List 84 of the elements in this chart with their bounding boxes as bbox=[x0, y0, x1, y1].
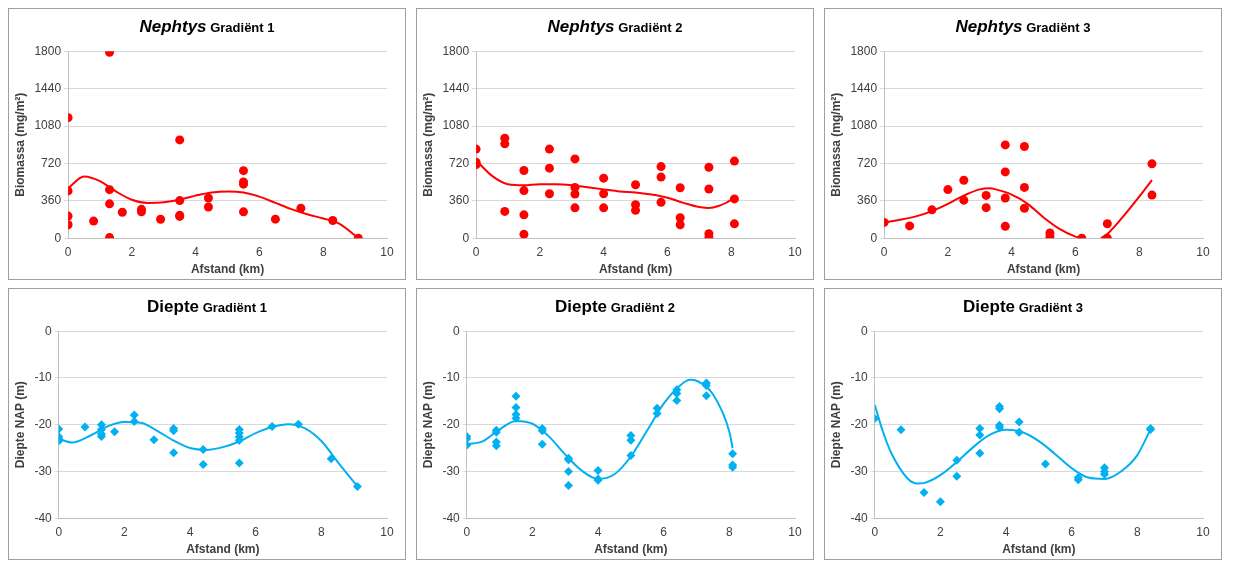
y-tick-label: -40 bbox=[442, 510, 461, 525]
chart-title: Nephtys Gradiënt 1 bbox=[139, 17, 275, 36]
x-axis-title: Afstand (km) bbox=[594, 542, 668, 557]
x-tick-label: 2 bbox=[128, 244, 136, 259]
x-tick-label: 10 bbox=[788, 244, 802, 259]
y-tick-label: -10 bbox=[850, 370, 869, 385]
y-tick-label: 1080 bbox=[850, 118, 878, 133]
y-tick-label: 1800 bbox=[34, 43, 62, 58]
x-tick-label: 4 bbox=[186, 524, 194, 539]
x-tick-label: 8 bbox=[318, 524, 326, 539]
y-axis-title: Diepte NAP (m) bbox=[828, 381, 843, 469]
x-tick-label: 4 bbox=[594, 524, 602, 539]
y-tick-label: -20 bbox=[442, 417, 461, 432]
y-tick-label: 1440 bbox=[442, 80, 470, 95]
y-tick-label: -10 bbox=[34, 370, 53, 385]
chart-title: Diepte Gradiënt 3 bbox=[963, 297, 1083, 316]
y-tick-label: -40 bbox=[34, 510, 53, 525]
x-tick-label: 0 bbox=[64, 244, 72, 259]
y-tick-label: -20 bbox=[850, 417, 869, 432]
x-axis-title: Afstand (km) bbox=[598, 262, 673, 277]
x-tick-label: 4 bbox=[1002, 524, 1010, 539]
chart-title: Nephtys Gradiënt 2 bbox=[547, 17, 683, 36]
y-tick-label: -20 bbox=[34, 417, 53, 432]
y-axis-title: Diepte NAP (m) bbox=[12, 381, 27, 469]
y-tick-label: 720 bbox=[857, 155, 878, 170]
x-tick-label: 10 bbox=[380, 524, 394, 539]
y-tick-label: -30 bbox=[850, 463, 869, 478]
chart-title: Diepte Gradiënt 1 bbox=[147, 297, 267, 316]
x-tick-label: 6 bbox=[1068, 524, 1076, 539]
x-tick-label: 6 bbox=[1072, 244, 1080, 259]
chart-title: Diepte Gradiënt 2 bbox=[555, 297, 675, 316]
y-tick-label: 0 bbox=[54, 230, 62, 245]
x-tick-label: 6 bbox=[660, 524, 668, 539]
x-tick-label: 8 bbox=[727, 244, 735, 259]
x-tick-label: 0 bbox=[472, 244, 480, 259]
x-tick-label: 8 bbox=[726, 524, 734, 539]
y-tick-label: -30 bbox=[442, 463, 461, 478]
x-axis-title: Afstand (km) bbox=[1002, 542, 1076, 557]
y-tick-label: 1800 bbox=[850, 43, 878, 58]
y-tick-label: 0 bbox=[45, 323, 53, 338]
y-tick-label: 1800 bbox=[442, 43, 470, 58]
y-tick-label: 1440 bbox=[34, 80, 62, 95]
y-axis-title: Diepte NAP (m) bbox=[420, 381, 435, 469]
x-tick-label: 10 bbox=[788, 524, 802, 539]
y-axis-title: Biomassa (mg/m²) bbox=[12, 92, 27, 197]
y-tick-label: -40 bbox=[850, 510, 869, 525]
x-tick-label: 6 bbox=[256, 244, 264, 259]
x-tick-label: 2 bbox=[536, 244, 544, 259]
x-tick-label: 0 bbox=[880, 244, 888, 259]
x-tick-label: 4 bbox=[600, 244, 608, 259]
y-axis-title: Biomassa (mg/m²) bbox=[420, 92, 435, 197]
y-tick-label: 0 bbox=[462, 230, 470, 245]
y-tick-label: -30 bbox=[34, 463, 53, 478]
y-tick-label: 720 bbox=[41, 155, 62, 170]
x-tick-label: 2 bbox=[937, 524, 945, 539]
x-tick-label: 2 bbox=[529, 524, 537, 539]
chart-title: Nephtys Gradiënt 3 bbox=[955, 17, 1091, 36]
y-tick-label: 0 bbox=[861, 323, 869, 338]
x-tick-label: 2 bbox=[944, 244, 952, 259]
x-tick-label: 8 bbox=[319, 244, 327, 259]
x-tick-label: 2 bbox=[121, 524, 129, 539]
x-tick-label: 8 bbox=[1134, 524, 1142, 539]
y-tick-label: 0 bbox=[453, 323, 461, 338]
x-tick-label: 8 bbox=[1135, 244, 1143, 259]
y-tick-label: 1080 bbox=[442, 118, 470, 133]
x-axis-title: Afstand (km) bbox=[1006, 262, 1081, 277]
x-tick-label: 6 bbox=[252, 524, 260, 539]
x-axis-title: Afstand (km) bbox=[190, 262, 265, 277]
x-tick-label: 10 bbox=[1196, 524, 1210, 539]
y-tick-label: 1440 bbox=[850, 80, 878, 95]
y-tick-label: 0 bbox=[870, 230, 878, 245]
y-tick-label: 360 bbox=[41, 193, 62, 208]
y-tick-label: -10 bbox=[442, 370, 461, 385]
y-tick-label: 1080 bbox=[34, 118, 62, 133]
y-tick-label: 720 bbox=[449, 155, 470, 170]
x-tick-label: 4 bbox=[1008, 244, 1016, 259]
x-tick-label: 10 bbox=[1196, 244, 1210, 259]
y-tick-label: 360 bbox=[449, 193, 470, 208]
y-tick-label: 360 bbox=[857, 193, 878, 208]
y-axis-title: Biomassa (mg/m²) bbox=[828, 92, 843, 197]
x-tick-label: 4 bbox=[192, 244, 200, 259]
x-tick-label: 6 bbox=[664, 244, 672, 259]
x-tick-label: 10 bbox=[380, 244, 394, 259]
x-axis-title: Afstand (km) bbox=[186, 542, 260, 557]
